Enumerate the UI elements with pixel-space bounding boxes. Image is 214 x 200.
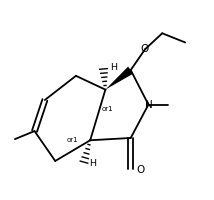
Text: or1: or1 <box>101 106 113 112</box>
Polygon shape <box>105 67 133 90</box>
Text: N: N <box>145 100 153 110</box>
Text: O: O <box>140 44 149 54</box>
Text: H: H <box>89 159 96 168</box>
Text: or1: or1 <box>66 137 78 143</box>
Text: O: O <box>136 165 144 175</box>
Text: H: H <box>110 63 117 72</box>
